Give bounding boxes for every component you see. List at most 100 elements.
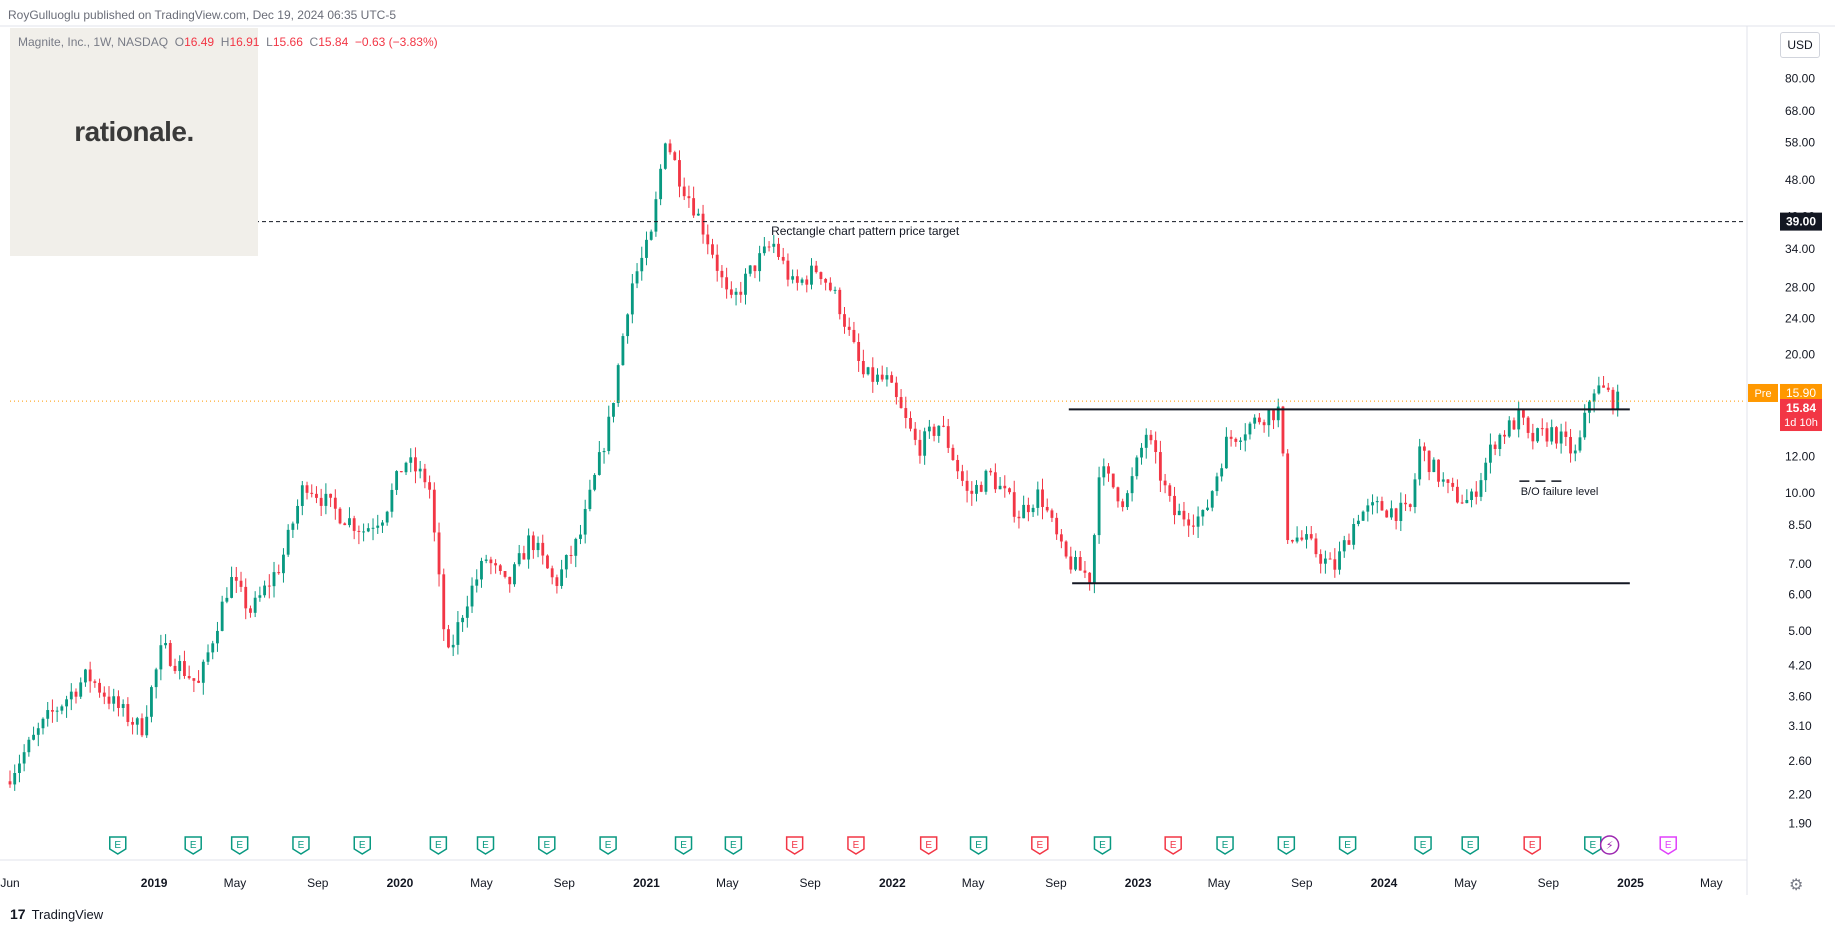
- candle-body: [22, 752, 26, 764]
- y-tick-label: 10.00: [1785, 486, 1815, 500]
- candle-body: [173, 665, 177, 672]
- y-tick-label: 4.20: [1788, 659, 1812, 673]
- candle-body: [1394, 508, 1398, 521]
- lightning-glyph: ⚡: [1606, 839, 1614, 852]
- x-tick-label: 2024: [1371, 876, 1398, 890]
- candle-body: [46, 710, 50, 719]
- earnings-glyph: E: [1467, 840, 1474, 851]
- candle-body: [1550, 427, 1554, 442]
- candle-body: [112, 696, 116, 704]
- candle-body: [310, 492, 314, 494]
- candle-body: [1008, 488, 1011, 493]
- candle-body: [1097, 477, 1101, 536]
- y-tick-label: 34.00: [1785, 242, 1815, 256]
- candle-body: [395, 471, 399, 490]
- candle-body: [564, 555, 568, 570]
- candle-body: [795, 276, 799, 283]
- footer-brand-text: TradingView: [31, 906, 104, 922]
- candle-body: [828, 282, 832, 291]
- candle-body: [621, 336, 625, 366]
- x-tick-label: May: [1700, 876, 1723, 890]
- currency-selector[interactable]: USD: [1780, 32, 1820, 58]
- candle-body: [522, 553, 526, 560]
- x-tick-label: May: [962, 876, 985, 890]
- earnings-glyph: E: [1344, 840, 1351, 851]
- candle-body: [498, 565, 502, 571]
- candle-body: [1276, 406, 1280, 421]
- candle-body: [32, 734, 35, 740]
- y-tick-label: 8.50: [1788, 518, 1812, 532]
- candle-body: [569, 555, 573, 557]
- candle-body: [390, 489, 394, 512]
- candle-body: [1399, 502, 1403, 521]
- candle-body: [866, 367, 870, 375]
- candle-body: [1191, 525, 1195, 527]
- candle-body: [168, 643, 172, 666]
- candle-body: [1050, 510, 1054, 518]
- candle-body: [678, 160, 681, 187]
- candle-body: [79, 682, 83, 697]
- candle-body: [546, 555, 549, 569]
- candle-body: [1588, 401, 1591, 413]
- candle-body: [1616, 391, 1620, 409]
- y-tick-label: 6.00: [1788, 588, 1812, 602]
- x-tick-label: Jun: [0, 876, 19, 890]
- candle-body: [1488, 444, 1492, 463]
- candle-body: [343, 523, 347, 526]
- earnings-icon: [1584, 836, 1602, 855]
- candle-body: [258, 595, 262, 598]
- candle-body: [630, 283, 634, 315]
- candle-body: [484, 559, 488, 561]
- candle-body: [1526, 417, 1530, 433]
- candle-body: [121, 704, 125, 708]
- earnings-icon: [847, 836, 865, 855]
- candle-body: [1418, 446, 1422, 480]
- candle-body: [927, 426, 931, 432]
- candle-body: [527, 535, 531, 560]
- candle-body: [1017, 516, 1021, 519]
- candle-body: [13, 773, 17, 785]
- candle-body: [1328, 558, 1332, 560]
- earnings-glyph: E: [236, 840, 243, 851]
- candle-body: [286, 529, 290, 555]
- earnings-glyph: E: [1529, 840, 1536, 851]
- candle-body: [1083, 570, 1087, 573]
- x-tick-label: May: [1454, 876, 1477, 890]
- candle-body: [1583, 412, 1587, 438]
- candle-body: [1286, 453, 1290, 541]
- candle-body: [272, 572, 276, 587]
- candle-body: [1121, 501, 1125, 508]
- gear-icon[interactable]: ⚙: [1789, 877, 1804, 894]
- candle-body: [315, 493, 318, 498]
- x-tick-label: Sep: [307, 876, 329, 890]
- earnings-glyph: E: [543, 840, 550, 851]
- candle-body: [145, 716, 149, 736]
- candle-body: [282, 554, 285, 574]
- annotation-text: B/O failure level: [1521, 486, 1599, 498]
- candle-body: [560, 569, 564, 586]
- candle-body: [432, 489, 436, 533]
- candle-body: [305, 485, 309, 493]
- pre-price-box: [1780, 383, 1822, 402]
- footer-brand[interactable]: 17 TradingView: [10, 906, 103, 922]
- earnings-icon: [1031, 836, 1049, 855]
- y-tick-label: 3.60: [1788, 689, 1812, 703]
- candle-body: [1422, 446, 1426, 451]
- candle-body: [555, 577, 559, 586]
- candle-body: [456, 622, 460, 645]
- candle-body: [871, 367, 875, 382]
- candle-body: [1361, 511, 1365, 521]
- candle-body: [1455, 486, 1459, 503]
- candle-body: [244, 586, 248, 609]
- candle-body: [442, 574, 446, 630]
- candle-body: [150, 687, 153, 717]
- candle-body: [277, 572, 281, 574]
- candle-body: [508, 576, 512, 585]
- high-value: 16.91: [229, 35, 260, 49]
- candle-body: [1479, 480, 1483, 497]
- candle-body: [602, 451, 606, 453]
- candle-body: [1602, 385, 1605, 388]
- candle-body: [451, 644, 455, 648]
- candle-body: [810, 265, 813, 285]
